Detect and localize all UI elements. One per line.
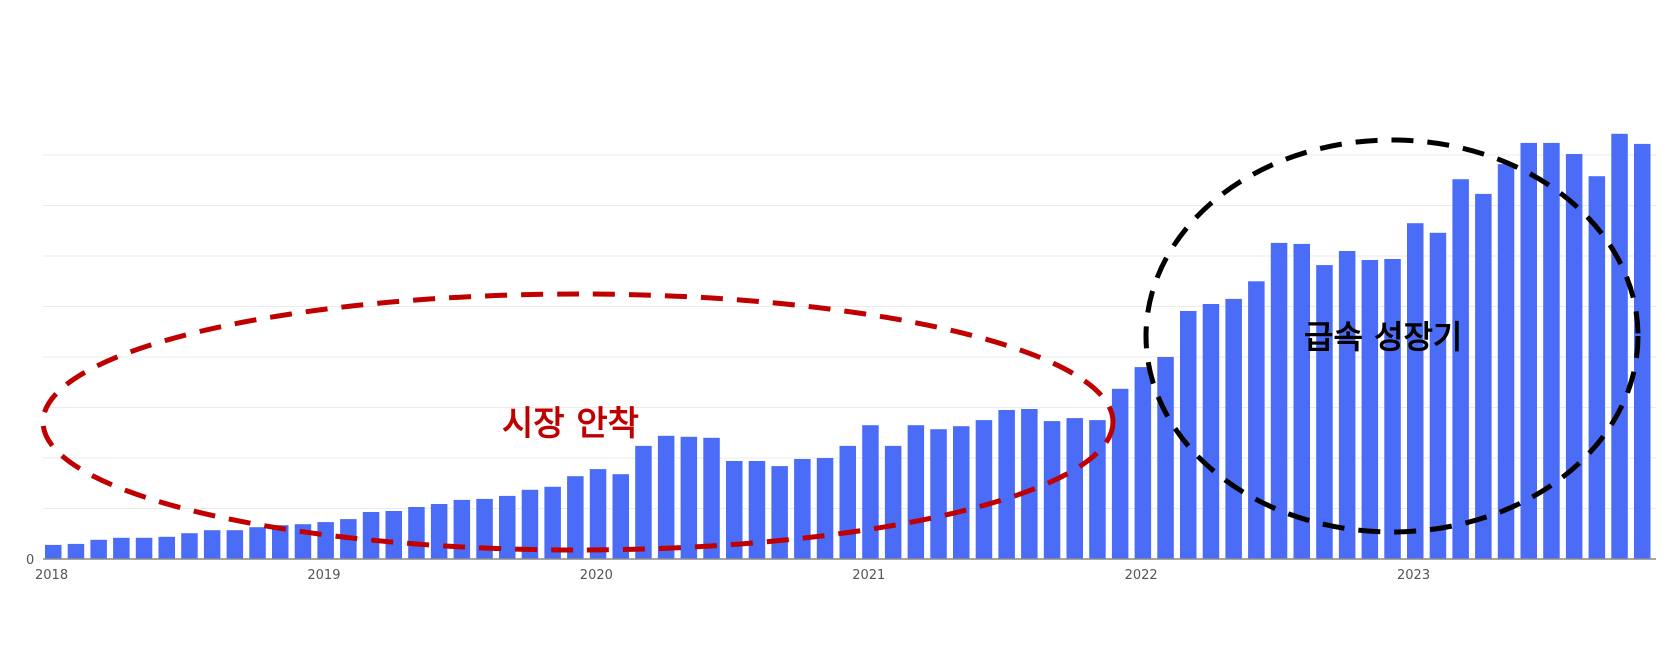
bar-2018-01 [45, 544, 62, 559]
bar-2021-05 [953, 426, 970, 559]
bar-2019-10 [521, 489, 539, 559]
bar-2023-02 [1429, 232, 1447, 560]
bar-2021-12 [1111, 388, 1129, 559]
bar-2020-07 [726, 461, 743, 559]
bar-2020-04 [657, 435, 675, 559]
bar-2021-04 [930, 429, 947, 559]
bar-2023-03 [1452, 179, 1469, 559]
bar-2019-03 [362, 512, 380, 559]
bar-2019-12 [567, 476, 584, 559]
bar-2021-07 [998, 410, 1015, 559]
bar-2022-11 [1361, 260, 1379, 559]
gridlines [43, 154, 1656, 509]
bar-2021-03 [907, 425, 925, 559]
bar-2022-09 [1316, 265, 1333, 559]
bar-2023-07 [1543, 142, 1560, 559]
bar-2022-07 [1270, 242, 1288, 559]
bar-2019-06 [430, 504, 448, 559]
bar-2019-01 [317, 522, 334, 559]
x-axis-tick-labels: 2018 2019 2020 2021 2022 2023 [35, 568, 1430, 583]
bar-2020-03 [635, 445, 652, 559]
bar-2023-08 [1565, 154, 1583, 559]
bar-2022-05 [1225, 298, 1242, 559]
bar-2019-04 [385, 511, 402, 559]
x-tick-label: 2020 [580, 568, 613, 583]
bar-2021-10 [1066, 418, 1083, 559]
bar-2022-12 [1384, 259, 1401, 559]
bar-2023-11 [1634, 143, 1651, 559]
bar-2021-08 [1021, 409, 1038, 559]
bar-2018-03 [90, 539, 107, 559]
bar-2018-07 [181, 533, 198, 559]
market-settlement-ellipse [40, 291, 1116, 553]
bar-2022-03 [1180, 311, 1197, 559]
bar-2020-05 [680, 436, 698, 559]
bar-2018-06 [158, 536, 175, 559]
bar-2021-11 [1089, 420, 1106, 559]
bar-2020-02 [612, 474, 629, 559]
bar-2018-04 [113, 537, 130, 559]
bar-2019-07 [453, 499, 471, 559]
bar-2020-12 [839, 445, 856, 559]
market-settlement-annotation: 시장 안착 [502, 404, 639, 444]
bar-2018-05 [135, 537, 153, 559]
bar-2022-06 [1248, 281, 1265, 560]
bar-2023-04 [1475, 193, 1492, 559]
x-tick-label: 2023 [1397, 568, 1430, 583]
x-tick-label: 2018 [35, 568, 68, 583]
bar-2022-01 [1134, 367, 1152, 559]
bar-2021-01 [862, 425, 879, 559]
bar-2018-09 [226, 530, 244, 559]
bar-2019-08 [476, 498, 493, 559]
bar-2018-02 [67, 543, 85, 559]
y-axis-zero-label: 0 [26, 553, 34, 568]
bar-2018-08 [203, 530, 221, 559]
bar-2021-09 [1043, 421, 1061, 559]
bar-2023-06 [1520, 142, 1537, 559]
bar-2019-11 [544, 486, 561, 559]
bar-2018-11 [272, 525, 289, 559]
rapid-growth-annotation: 급속 성장기 [1304, 318, 1462, 356]
bar-2022-10 [1338, 251, 1356, 559]
bar-2021-02 [884, 445, 902, 559]
bar-2019-09 [499, 495, 516, 559]
bar-2018-10 [249, 527, 266, 559]
bar-2022-02 [1157, 357, 1174, 559]
x-tick-label: 2021 [852, 568, 885, 583]
bar-2022-08 [1293, 243, 1310, 559]
bar-2021-06 [975, 420, 993, 559]
bar-2019-05 [408, 507, 425, 559]
bar-2020-11 [816, 458, 834, 559]
bar-2020-06 [703, 437, 720, 559]
bar-2020-01 [589, 469, 607, 559]
bars [45, 133, 1651, 560]
x-tick-label: 2022 [1125, 568, 1158, 583]
rapid-growth-ellipse [1143, 137, 1641, 535]
bar-2020-09 [771, 466, 788, 559]
bar-2022-04 [1202, 304, 1220, 559]
bar-2020-10 [794, 459, 811, 559]
bar-2023-09 [1588, 176, 1606, 559]
x-tick-label: 2019 [307, 568, 340, 583]
bar-2023-05 [1497, 164, 1515, 559]
bar-2020-08 [748, 461, 766, 559]
bar-2023-10 [1611, 133, 1628, 560]
bar-2023-01 [1407, 223, 1424, 559]
